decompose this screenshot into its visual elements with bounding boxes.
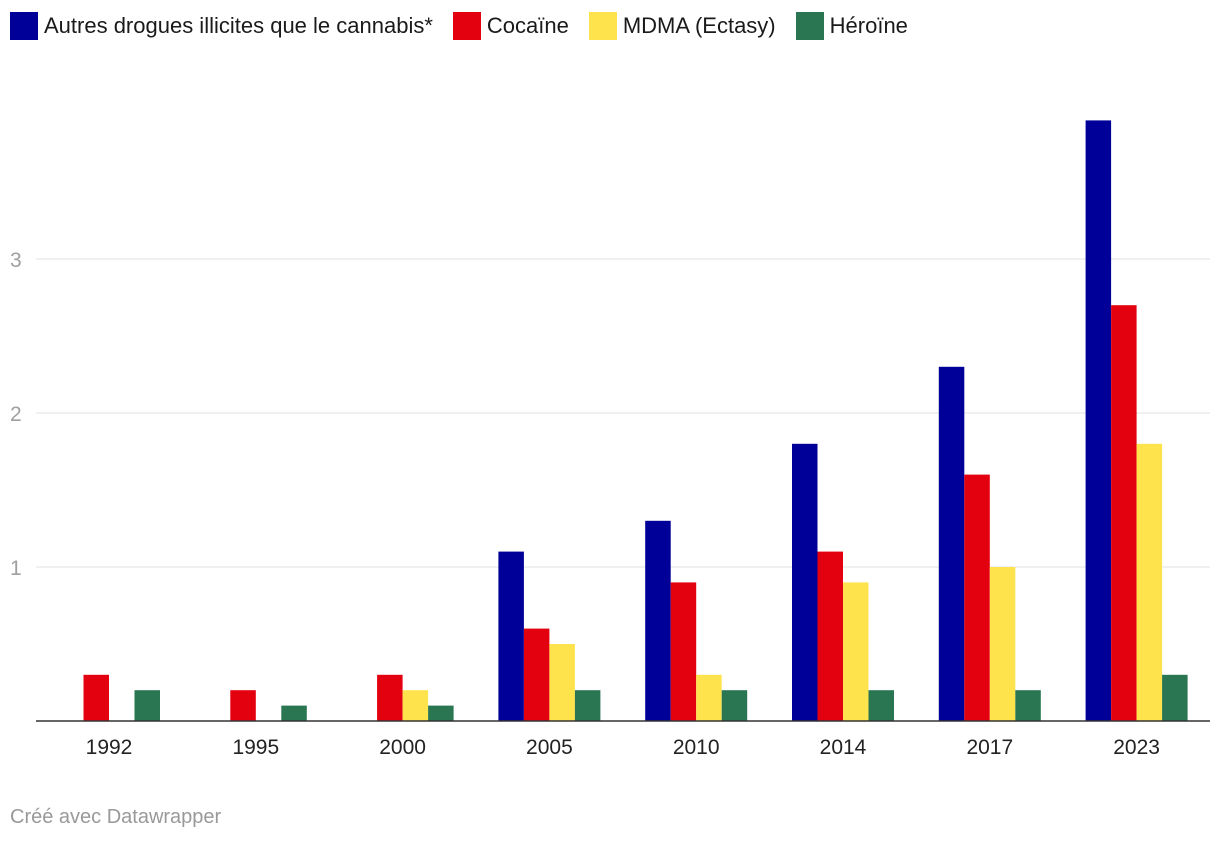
legend-label-heroine: Héroïne xyxy=(829,13,908,38)
legend-swatch-heroine xyxy=(795,12,824,40)
bar-1992-series-3 xyxy=(134,690,160,721)
bar-2014-series-2 xyxy=(843,582,869,721)
bar-chart: 1 2 3 1992 1995 2000 2005 2010 2014 2017 2023 xyxy=(10,120,1210,759)
legend-item-mdma: MDMA (Ectasy) xyxy=(588,12,776,40)
bar-2010-series-3 xyxy=(721,690,748,721)
bar-1995-series-3 xyxy=(281,705,307,721)
bar-2005-series-0 xyxy=(498,551,524,721)
bar-2017-series-0 xyxy=(938,366,965,721)
bar-2010-series-1 xyxy=(670,582,697,721)
bar-2010-series-2 xyxy=(696,674,722,721)
bar-2000-series-3 xyxy=(428,705,454,721)
legend-swatch-cocaine xyxy=(452,12,481,40)
bar-2005-series-3 xyxy=(574,690,601,721)
y-tick-label-3: 3 xyxy=(10,249,22,272)
bar-1992-series-1 xyxy=(83,674,109,721)
footer-credit: Créé avec Datawrapper xyxy=(10,806,222,828)
legend-item-cocaine: Cocaïne xyxy=(452,12,569,40)
x-tick-label-2010: 2010 xyxy=(673,736,720,759)
x-tick-label-2023: 2023 xyxy=(1113,736,1160,759)
bar-2023-series-0 xyxy=(1085,120,1112,721)
x-tick-label-2000: 2000 xyxy=(379,736,426,759)
y-tick-label-2: 2 xyxy=(10,403,22,426)
bar-2014-series-0 xyxy=(792,443,818,721)
x-tick-label-2005: 2005 xyxy=(526,736,573,759)
bar-2017-series-1 xyxy=(964,474,990,721)
legend: Autres drogues illicites que le cannabis… xyxy=(10,12,928,40)
bar-2014-series-3 xyxy=(868,690,894,721)
x-tick-label-1995: 1995 xyxy=(232,736,279,759)
bar-2005-series-1 xyxy=(523,628,550,721)
bar-2005-series-2 xyxy=(549,644,575,721)
bar-2000-series-2 xyxy=(402,690,429,721)
x-tick-label-2014: 2014 xyxy=(820,736,867,759)
bar-2010-series-0 xyxy=(645,520,671,721)
legend-swatch-mdma xyxy=(588,12,617,40)
bar-2023-series-2 xyxy=(1136,443,1163,721)
legend-label-mdma: MDMA (Ectasy) xyxy=(622,13,776,38)
bar-2023-series-1 xyxy=(1111,305,1137,721)
legend-item-autres-drogues: Autres drogues illicites que le cannabis… xyxy=(10,12,433,40)
y-tick-label-1: 1 xyxy=(10,557,22,580)
bar-1995-series-1 xyxy=(230,690,256,721)
bar-2017-series-3 xyxy=(1015,690,1041,721)
bar-2023-series-3 xyxy=(1162,674,1188,721)
legend-item-heroine: Héroïne xyxy=(795,12,908,40)
legend-label-cocaine: Cocaïne xyxy=(486,13,569,38)
x-tick-label-1992: 1992 xyxy=(86,736,133,759)
legend-swatch-autres-drogues xyxy=(10,12,38,40)
bar-2017-series-2 xyxy=(989,567,1016,721)
bar-2000-series-1 xyxy=(377,674,403,721)
legend-label-autres-drogues: Autres drogues illicites que le cannabis… xyxy=(44,13,433,38)
bar-2014-series-1 xyxy=(817,551,843,721)
x-tick-label-2017: 2017 xyxy=(966,736,1013,759)
